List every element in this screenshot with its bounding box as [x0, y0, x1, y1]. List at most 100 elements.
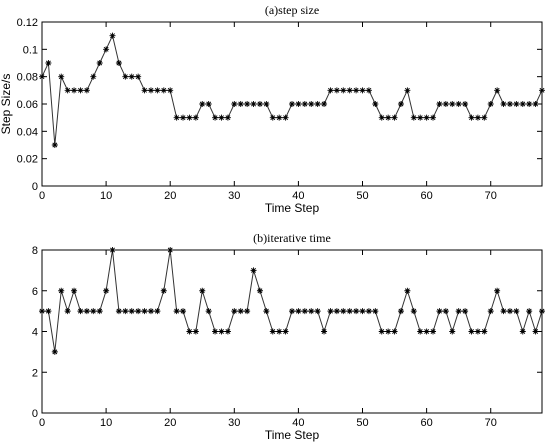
- star-marker: [77, 308, 84, 315]
- star-marker: [295, 101, 302, 107]
- star-marker: [173, 308, 180, 315]
- star-marker: [301, 308, 308, 315]
- star-marker: [314, 101, 321, 107]
- star-marker: [526, 101, 533, 107]
- star-marker: [289, 101, 295, 107]
- star-marker: [122, 308, 129, 315]
- star-marker: [58, 287, 65, 294]
- y-tick-label: 0.08: [17, 72, 38, 84]
- star-marker: [308, 308, 315, 315]
- star-marker: [224, 114, 231, 121]
- star-marker: [282, 114, 289, 121]
- y-tick-label: 0: [32, 181, 38, 193]
- star-marker: [404, 287, 411, 294]
- star-marker: [410, 114, 417, 121]
- star-marker: [58, 73, 65, 80]
- star-marker: [372, 308, 379, 315]
- star-marker: [39, 73, 45, 80]
- y-axis-label: Step Size/s: [0, 74, 13, 135]
- star-marker: [372, 101, 379, 107]
- x-tick-label: 70: [485, 190, 497, 202]
- star-marker: [64, 308, 71, 315]
- star-marker: [423, 114, 430, 121]
- star-marker: [186, 114, 193, 121]
- star-marker: [256, 101, 263, 107]
- star-marker: [462, 101, 469, 107]
- star-marker: [391, 328, 398, 335]
- star-marker: [39, 308, 45, 315]
- star-marker: [365, 308, 372, 315]
- star-marker: [513, 101, 520, 107]
- star-marker: [51, 348, 58, 355]
- star-marker: [90, 73, 97, 80]
- star-marker: [122, 73, 129, 80]
- star-marker: [430, 114, 437, 121]
- x-tick-label: 60: [420, 190, 432, 202]
- star-marker: [346, 308, 353, 315]
- x-tick-label: 30: [228, 417, 240, 429]
- star-marker: [494, 87, 501, 94]
- star-marker: [359, 308, 366, 315]
- star-marker: [180, 308, 187, 315]
- star-marker: [289, 308, 295, 315]
- star-marker: [494, 287, 501, 294]
- star-marker: [263, 308, 270, 315]
- star-marker: [115, 60, 122, 66]
- y-tick-label: 0.04: [17, 126, 38, 138]
- star-marker: [167, 87, 174, 94]
- star-marker: [455, 101, 462, 107]
- star-marker: [160, 87, 167, 94]
- star-marker: [519, 101, 526, 107]
- star-marker: [64, 87, 71, 94]
- star-marker: [218, 114, 225, 121]
- star-marker: [231, 308, 238, 315]
- star-marker: [71, 287, 78, 294]
- y-tick-label: 0: [32, 408, 38, 420]
- star-marker: [256, 287, 263, 294]
- star-marker: [109, 247, 116, 253]
- x-tick-label: 50: [356, 190, 368, 202]
- star-marker: [353, 308, 360, 315]
- x-tick-label: 40: [292, 417, 304, 429]
- star-marker: [500, 308, 507, 315]
- star-marker: [449, 101, 456, 107]
- star-marker: [430, 328, 437, 335]
- star-marker: [513, 308, 520, 315]
- star-marker: [141, 308, 148, 315]
- star-marker: [417, 328, 424, 335]
- y-tick-label: 2: [32, 367, 38, 379]
- star-marker: [385, 328, 392, 335]
- star-marker: [250, 267, 257, 274]
- star-marker: [269, 328, 276, 335]
- x-axis-label: Time Step: [265, 428, 320, 442]
- star-marker: [45, 308, 52, 315]
- y-tick-label: 4: [32, 327, 38, 339]
- star-marker: [135, 73, 142, 80]
- star-marker: [83, 87, 90, 94]
- y-tick-label: 0.1: [23, 44, 38, 56]
- star-marker: [154, 87, 161, 94]
- star-marker: [269, 114, 276, 121]
- star-marker: [327, 308, 334, 315]
- y-tick-label: 8: [32, 245, 38, 257]
- star-marker: [45, 60, 52, 66]
- x-tick-label: 40: [292, 190, 304, 202]
- star-marker: [231, 101, 238, 107]
- star-marker: [519, 328, 526, 335]
- star-marker: [199, 287, 206, 294]
- x-tick-label: 0: [39, 417, 45, 429]
- star-marker: [51, 142, 58, 148]
- star-marker: [192, 114, 199, 121]
- star-marker: [391, 114, 398, 121]
- star-marker: [71, 87, 78, 94]
- star-marker: [397, 308, 404, 315]
- star-marker: [404, 87, 411, 94]
- star-marker: [321, 101, 328, 107]
- star-marker: [115, 308, 122, 315]
- star-marker: [353, 87, 360, 94]
- star-marker: [532, 101, 539, 107]
- x-tick-label: 0: [39, 190, 45, 202]
- x-tick-label: 20: [164, 190, 176, 202]
- star-marker: [468, 328, 475, 335]
- star-marker: [442, 101, 449, 107]
